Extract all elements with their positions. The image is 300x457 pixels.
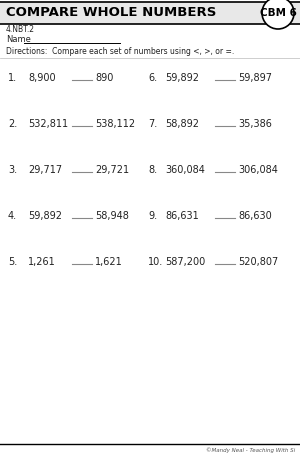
Text: 8,900: 8,900 [28,73,56,83]
Text: 59,892: 59,892 [165,73,199,83]
Text: 890: 890 [95,73,113,83]
Text: CBM 6: CBM 6 [260,8,296,18]
Text: 6.: 6. [148,73,157,83]
Text: 9.: 9. [148,211,157,221]
Circle shape [262,0,294,29]
FancyBboxPatch shape [0,2,300,24]
Text: 587,200: 587,200 [165,257,205,267]
Text: ©Mandy Neal - Teaching With Si: ©Mandy Neal - Teaching With Si [206,447,295,453]
Text: 1,261: 1,261 [28,257,56,267]
Text: Name: Name [6,36,31,44]
Text: 59,897: 59,897 [238,73,272,83]
Text: 1.: 1. [8,73,17,83]
Text: Directions:  Compare each set of numbers using <, >, or =.: Directions: Compare each set of numbers … [6,47,234,55]
Text: 8.: 8. [148,165,157,175]
Text: 360,084: 360,084 [165,165,205,175]
Text: 86,630: 86,630 [238,211,272,221]
Text: 86,631: 86,631 [165,211,199,221]
Text: 4.: 4. [8,211,17,221]
Text: 520,807: 520,807 [238,257,278,267]
Text: 59,892: 59,892 [28,211,62,221]
Text: 538,112: 538,112 [95,119,135,129]
Text: COMPARE WHOLE NUMBERS: COMPARE WHOLE NUMBERS [6,6,216,20]
Text: 58,892: 58,892 [165,119,199,129]
Text: 2.: 2. [8,119,17,129]
Text: 532,811: 532,811 [28,119,68,129]
Text: 29,721: 29,721 [95,165,129,175]
Text: 10.: 10. [148,257,163,267]
Text: 7.: 7. [148,119,157,129]
Text: 35,386: 35,386 [238,119,272,129]
Text: 3.: 3. [8,165,17,175]
Text: 58,948: 58,948 [95,211,129,221]
Text: 5.: 5. [8,257,17,267]
Text: 4.NBT.2: 4.NBT.2 [6,26,35,34]
Text: 29,717: 29,717 [28,165,62,175]
Text: 1,621: 1,621 [95,257,123,267]
Text: 306,084: 306,084 [238,165,278,175]
